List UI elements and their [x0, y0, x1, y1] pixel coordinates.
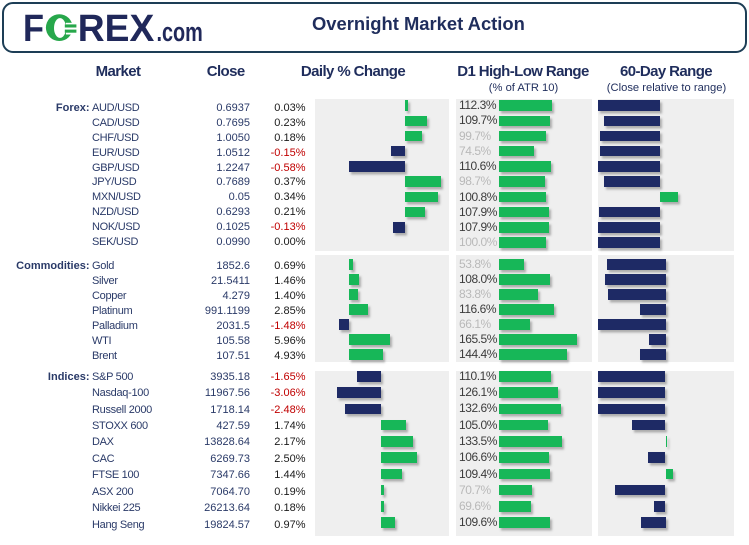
svg-text:.com: .com [157, 17, 203, 47]
svg-text:F: F [23, 8, 44, 50]
svg-text:REX: REX [78, 8, 155, 50]
